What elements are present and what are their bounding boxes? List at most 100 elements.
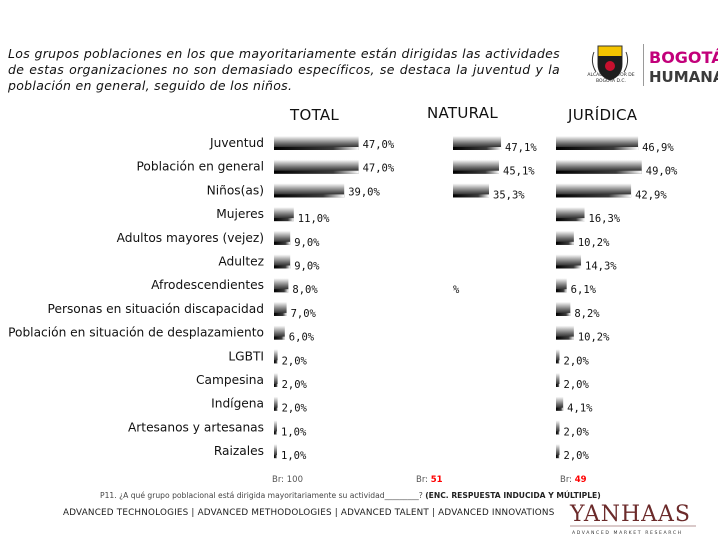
category-label: Artesanos y artesanas <box>128 420 264 434</box>
bar <box>453 136 502 150</box>
bar-shadow <box>556 170 642 174</box>
svg-text:YANHAAS: YANHAAS <box>569 502 691 527</box>
panel-1: 47,1% 45,1% 35,3%% <box>453 136 537 296</box>
bar <box>556 278 567 293</box>
footer-question: P11. ¿A qué grupo poblacional está dirig… <box>100 491 660 500</box>
seal-caption: ALCALDÍA MAYOR DE BOGOTÁ D.C. <box>587 73 635 84</box>
bar-shadow <box>274 384 278 387</box>
data-label: 2,0% <box>564 450 590 462</box>
svg-text:ADVANCED MARKET RESEARCH: ADVANCED MARKET RESEARCH <box>572 530 683 536</box>
data-label: 4,1% <box>567 403 593 415</box>
data-label: 49,0% <box>646 166 678 178</box>
bar-shadow <box>274 455 277 459</box>
bar-shadow <box>274 407 278 411</box>
bar <box>274 396 278 411</box>
bar-shadow <box>274 289 289 293</box>
bar <box>274 373 278 387</box>
bar-shadow <box>274 170 359 174</box>
category-label: Raizales <box>214 444 264 458</box>
bar-shadow <box>556 265 582 269</box>
data-label: 14,3% <box>585 261 617 273</box>
bar <box>556 325 574 340</box>
bar <box>556 349 560 364</box>
data-label: 11,0% <box>298 213 330 225</box>
data-label: 47,1% <box>505 142 537 154</box>
bar <box>274 325 285 340</box>
bar <box>274 254 291 269</box>
bar <box>556 183 632 198</box>
data-label: 9,0% <box>294 237 320 249</box>
data-label: 2,0% <box>564 426 590 438</box>
question-text: P11. ¿A qué grupo poblacional está dirig… <box>100 491 423 500</box>
bar-shadow <box>453 147 502 150</box>
bar-shadow <box>453 194 490 198</box>
category-label: Personas en situación discapacidad <box>48 302 264 316</box>
category-label: Población en situación de desplazamiento <box>8 326 264 340</box>
base-label: Br: 100 <box>272 475 303 485</box>
bar-shadow <box>556 147 639 150</box>
bar <box>556 230 574 245</box>
alcaldia-seal-logo <box>591 45 629 81</box>
bar-shadow <box>556 384 560 387</box>
bar-shadow <box>274 147 359 150</box>
bar <box>274 207 294 222</box>
data-label: 2,0% <box>282 355 308 367</box>
bar-shadow <box>274 218 294 222</box>
bar <box>556 420 560 435</box>
panel-title-natural: NATURAL <box>427 104 498 122</box>
data-label: 2,0% <box>282 379 308 391</box>
data-label: 8,2% <box>574 308 600 320</box>
bar <box>453 183 490 198</box>
bar <box>274 420 277 435</box>
bar <box>274 136 359 150</box>
bar <box>556 159 642 174</box>
bar-shadow <box>453 170 500 174</box>
base-label: Br: 49 <box>560 475 587 485</box>
bar-shadow <box>556 431 560 435</box>
bar <box>556 373 560 387</box>
bar-shadow <box>556 218 585 222</box>
data-label: 1,0% <box>281 450 307 462</box>
data-label: 6,0% <box>289 332 315 344</box>
data-label: 2,0% <box>282 403 308 415</box>
panel-2: 46,9% 49,0% 42,9% 16,3% 10,2% 14,3% 6,1% 8,2% 10… <box>556 136 678 462</box>
category-label: Niños(as) <box>207 183 264 197</box>
base-label: Br: 51 <box>416 475 443 485</box>
bar <box>556 207 585 222</box>
category-label: Juventud <box>209 136 264 150</box>
yanhaas-logo: YANHAAS ADVANCED MARKET RESEARCH <box>569 502 696 536</box>
svg-text:HUMANA: HUMANA <box>649 68 718 86</box>
bar-shadow <box>274 241 291 245</box>
bar <box>274 444 277 459</box>
category-label: Campesina <box>196 373 264 387</box>
bar-shadow <box>274 431 277 435</box>
data-label: 35,3% <box>493 189 525 201</box>
footer-tagline: ADVANCED TECHNOLOGIES | ADVANCED METHODO… <box>63 508 555 518</box>
bar-shadow <box>274 312 287 316</box>
data-label: 2,0% <box>564 355 590 367</box>
logo-divider <box>643 44 644 86</box>
question-note: (ENC. RESPUESTA INDUCIDA Y MÚLTIPLE) <box>425 491 601 500</box>
bar-shadow <box>556 336 574 340</box>
data-label: 6,1% <box>571 284 597 296</box>
bar-shadow <box>556 360 560 364</box>
data-label: 7,0% <box>291 308 317 320</box>
bar <box>274 159 359 174</box>
bar-shadow <box>556 289 567 293</box>
bar-shadow <box>556 455 560 459</box>
bar <box>556 444 560 459</box>
category-label: Afrodescendientes <box>151 278 264 292</box>
data-label: 9,0% <box>294 261 320 273</box>
svg-text:BOGOTÁ: BOGOTÁ <box>649 48 718 67</box>
panel-title-total: TOTAL <box>290 106 340 124</box>
bar <box>453 159 500 174</box>
data-label: 10,2% <box>578 332 610 344</box>
bar-shadow <box>556 194 632 198</box>
data-label: 2,0% <box>564 379 590 391</box>
category-label: Indígena <box>211 397 264 411</box>
bar-shadow <box>274 265 291 269</box>
data-label: 16,3% <box>589 213 621 225</box>
category-label: LGBTI <box>228 349 264 363</box>
data-label: 39,0% <box>348 186 380 198</box>
